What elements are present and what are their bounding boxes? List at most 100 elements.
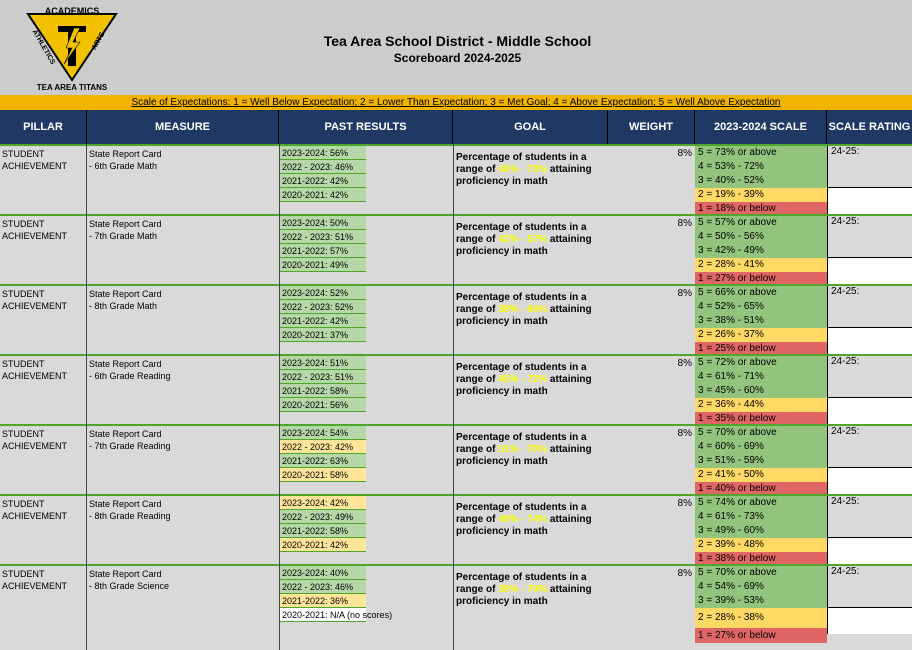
scale-rating-input[interactable]	[828, 398, 912, 424]
scale-legend-label: Scale of Expectations:	[131, 97, 231, 108]
goal-line1: Percentage of students in a	[456, 222, 587, 233]
scale-rating-cell[interactable]: 24-25:	[827, 566, 912, 634]
scale-level-4: 4 = 54% - 69%	[695, 580, 827, 594]
goal-line2: range of 42% - 57% attaining	[456, 234, 606, 246]
column-divider	[279, 144, 280, 650]
measure-line1: State Report Card	[89, 289, 162, 299]
logo-text-top: ACADEMICS	[45, 6, 100, 16]
weight-cell: 8%	[677, 218, 692, 229]
past-result: 2022 - 2023: 51%	[280, 370, 366, 384]
scale-level-1: 1 = 38% or below	[695, 552, 827, 566]
goal-range: 39% - 70%	[498, 584, 548, 595]
title-block: Tea Area School District - Middle School…	[230, 33, 685, 65]
scale-rating-input[interactable]	[828, 538, 912, 564]
goal-cell: Percentage of students in a range of 42%…	[456, 222, 606, 258]
scale-rating-label: 24-25:	[828, 356, 912, 398]
past-result: 2020-2021: N/A (no scores)	[280, 608, 393, 622]
col-header-weight: WEIGHT	[608, 110, 695, 144]
goal-range-prefix: range of	[456, 304, 499, 315]
scale-level-1: 1 = 35% or below	[695, 412, 827, 426]
scale-rating-cell[interactable]: 24-25:	[827, 286, 912, 354]
scale-level-4: 4 = 53% - 72%	[695, 160, 827, 174]
measure-line2: - 8th Grade Math	[89, 301, 158, 311]
scale-level-4: 4 = 52% - 65%	[695, 300, 827, 314]
scale-rating-input[interactable]	[828, 188, 912, 214]
goal-line1: Percentage of students in a	[456, 572, 587, 583]
measure-line1: State Report Card	[89, 359, 162, 369]
col-header-past-results: PAST RESULTS	[279, 110, 453, 144]
past-result: 2023-2024: 56%	[280, 146, 366, 160]
past-result: 2023-2024: 51%	[280, 356, 366, 370]
scale-rating-input[interactable]	[828, 468, 912, 494]
goal-range-prefix: range of	[456, 374, 499, 385]
scale-rating-input[interactable]	[828, 608, 912, 634]
goal-line2: range of 38% - 66% attaining	[456, 304, 606, 316]
scale-level-2: 2 = 26% - 37%	[695, 328, 827, 342]
goal-cell: Percentage of students in a range of 40%…	[456, 152, 606, 188]
scale-level-1: 1 = 27% or below	[695, 272, 827, 286]
goal-range-suffix: attaining	[547, 304, 592, 315]
table-row: STUDENT ACHIEVEMENT State Report Card - …	[0, 494, 912, 566]
scale-level-5: 5 = 70% or above	[695, 566, 827, 580]
scale-level-3: 3 = 42% - 49%	[695, 244, 827, 258]
scale-rating-label: 24-25:	[828, 146, 912, 188]
pillar-line2: ACHIEVEMENT	[2, 161, 68, 171]
scale-rating-cell[interactable]: 24-25:	[827, 426, 912, 494]
scale-cell: 5 = 70% or above 4 = 54% - 69% 3 = 39% - 5…	[695, 566, 827, 643]
scale-level-1: 1 = 40% or below	[695, 482, 827, 496]
pillar-cell: STUDENT ACHIEVEMENT	[2, 428, 84, 452]
scale-cell: 5 = 74% or above 4 = 61% - 73% 3 = 49% - 6…	[695, 496, 827, 566]
scale-rating-cell[interactable]: 24-25:	[827, 496, 912, 564]
column-divider	[86, 144, 87, 650]
page-subtitle: Scoreboard 2024-2025	[393, 51, 522, 65]
scale-rating-cell[interactable]: 24-25:	[827, 356, 912, 424]
scale-level-2: 2 = 19% - 39%	[695, 188, 827, 202]
goal-cell: Percentage of students in a range of 51%…	[456, 432, 606, 468]
pillar-cell: STUDENT ACHIEVEMENT	[2, 218, 84, 242]
past-result: 2021-2022: 36%	[280, 594, 366, 608]
scale-rating-cell[interactable]: 24-25:	[827, 216, 912, 284]
goal-line3: proficiency in math	[456, 526, 548, 537]
measure-cell: State Report Card - 7th Grade Reading	[89, 428, 274, 452]
past-result: 2020-2021: 49%	[280, 258, 366, 272]
past-results-cell: 2023-2024: 56% 2022 - 2023: 46% 2021-2022:…	[280, 146, 366, 202]
past-results-cell: 2023-2024: 50% 2022 - 2023: 51% 2021-2022:…	[280, 216, 366, 272]
weight-cell: 8%	[677, 428, 692, 439]
measure-line1: State Report Card	[89, 569, 162, 579]
past-result: 2021-2022: 57%	[280, 244, 366, 258]
goal-range: 51% - 70%	[498, 444, 548, 455]
goal-line1: Percentage of students in a	[456, 432, 587, 443]
scale-level-2: 2 = 39% - 48%	[695, 538, 827, 552]
scale-level-1: 1 = 25% or below	[695, 342, 827, 356]
logo-text-bottom: TEA AREA TITANS	[37, 83, 108, 92]
scale-cell: 5 = 66% or above 4 = 52% - 65% 3 = 38% - 5…	[695, 286, 827, 356]
scale-cell: 5 = 72% or above 4 = 61% - 71% 3 = 45% - 6…	[695, 356, 827, 426]
past-results-cell: 2023-2024: 54% 2022 - 2023: 42% 2021-2022:…	[280, 426, 366, 482]
goal-range-prefix: range of	[456, 584, 499, 595]
goal-cell: Percentage of students in a range of 39%…	[456, 572, 606, 608]
measure-line2: - 7th Grade Math	[89, 231, 158, 241]
scale-level-4: 4 = 60% - 69%	[695, 440, 827, 454]
scale-level-2: 2 = 41% - 50%	[695, 468, 827, 482]
measure-line2: - 6th Grade Math	[89, 161, 158, 171]
scale-rating-input[interactable]	[828, 328, 912, 354]
pillar-line1: STUDENT	[2, 429, 45, 439]
past-results-cell: 2023-2024: 40% 2022 - 2023: 46% 2021-2022:…	[280, 566, 393, 622]
pillar-line1: STUDENT	[2, 569, 45, 579]
scale-level-3: 3 = 40% - 52%	[695, 174, 827, 188]
tea-area-titans-logo: ACADEMICS ATHLETICS ARTS TEA AREA TITANS	[26, 6, 118, 92]
goal-line2: range of 45% - 72% attaining	[456, 374, 606, 386]
goal-range-suffix: attaining	[547, 444, 592, 455]
scale-rating-cell[interactable]: 24-25:	[827, 146, 912, 214]
scale-level-5: 5 = 70% or above	[695, 426, 827, 440]
goal-cell: Percentage of students in a range of 45%…	[456, 362, 606, 398]
scale-legend-text: 1 = Well Below Expectation; 2 = Lower Th…	[230, 97, 781, 108]
goal-line1: Percentage of students in a	[456, 502, 587, 513]
scale-level-4: 4 = 61% - 71%	[695, 370, 827, 384]
goal-range: 49% - 74%	[498, 514, 548, 525]
past-result: 2021-2022: 42%	[280, 314, 366, 328]
goal-line3: proficiency in math	[456, 316, 548, 327]
scale-rating-input[interactable]	[828, 258, 912, 284]
report-header: ACADEMICS ATHLETICS ARTS TEA AREA TITANS…	[0, 0, 912, 95]
measure-line1: State Report Card	[89, 429, 162, 439]
